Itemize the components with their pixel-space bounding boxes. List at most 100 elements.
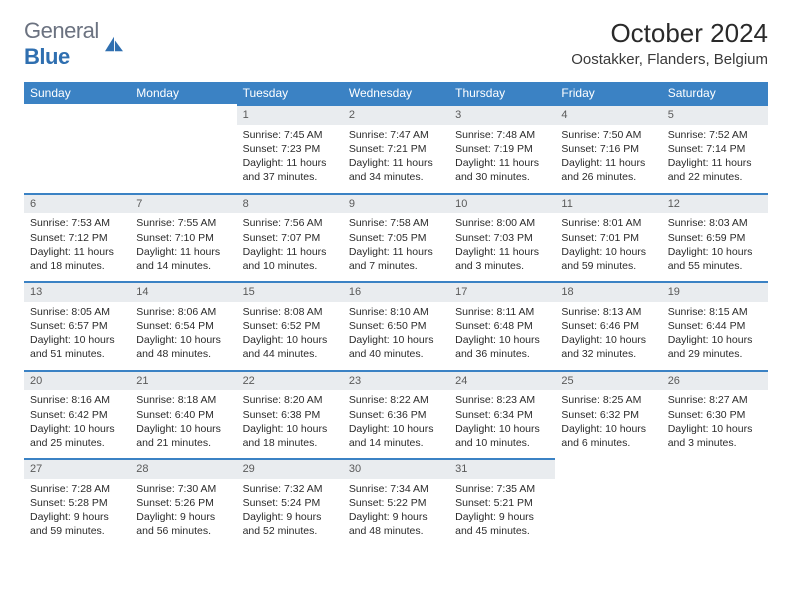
sunset-text: Sunset: 6:46 PM — [561, 319, 655, 333]
calendar-table: SundayMondayTuesdayWednesdayThursdayFrid… — [24, 82, 768, 547]
sunrise-text: Sunrise: 7:32 AM — [243, 482, 337, 496]
sunrise-text: Sunrise: 7:56 AM — [243, 216, 337, 230]
day-number: 11 — [555, 193, 661, 214]
day-number: 1 — [237, 104, 343, 125]
day-number: 8 — [237, 193, 343, 214]
day-details: Sunrise: 7:45 AMSunset: 7:23 PMDaylight:… — [237, 125, 343, 193]
sunrise-text: Sunrise: 8:05 AM — [30, 305, 124, 319]
daylight-text: Daylight: 9 hours and 56 minutes. — [136, 510, 230, 538]
day-number: 26 — [662, 370, 768, 391]
day-details: Sunrise: 8:11 AMSunset: 6:48 PMDaylight:… — [449, 302, 555, 370]
sunset-text: Sunset: 7:19 PM — [455, 142, 549, 156]
day-number: 31 — [449, 458, 555, 479]
sunset-text: Sunset: 6:42 PM — [30, 408, 124, 422]
daylight-text: Daylight: 10 hours and 6 minutes. — [561, 422, 655, 450]
day-details: Sunrise: 7:52 AMSunset: 7:14 PMDaylight:… — [662, 125, 768, 193]
daylight-text: Daylight: 10 hours and 25 minutes. — [30, 422, 124, 450]
daylight-text: Daylight: 10 hours and 59 minutes. — [561, 245, 655, 273]
calendar-day-cell: 9Sunrise: 7:58 AMSunset: 7:05 PMDaylight… — [343, 193, 449, 282]
day-number: 14 — [130, 281, 236, 302]
weekday-header: Saturday — [662, 82, 768, 104]
day-details: Sunrise: 8:08 AMSunset: 6:52 PMDaylight:… — [237, 302, 343, 370]
day-number: 30 — [343, 458, 449, 479]
sunset-text: Sunset: 6:44 PM — [668, 319, 762, 333]
day-details: Sunrise: 8:15 AMSunset: 6:44 PMDaylight:… — [662, 302, 768, 370]
daylight-text: Daylight: 10 hours and 51 minutes. — [30, 333, 124, 361]
sunset-text: Sunset: 7:23 PM — [243, 142, 337, 156]
daylight-text: Daylight: 9 hours and 59 minutes. — [30, 510, 124, 538]
sunset-text: Sunset: 7:05 PM — [349, 231, 443, 245]
weekday-header: Friday — [555, 82, 661, 104]
day-details: Sunrise: 8:22 AMSunset: 6:36 PMDaylight:… — [343, 390, 449, 458]
day-number: 10 — [449, 193, 555, 214]
sunset-text: Sunset: 6:54 PM — [136, 319, 230, 333]
daylight-text: Daylight: 9 hours and 52 minutes. — [243, 510, 337, 538]
sunrise-text: Sunrise: 7:35 AM — [455, 482, 549, 496]
sunrise-text: Sunrise: 7:45 AM — [243, 128, 337, 142]
sunrise-text: Sunrise: 8:06 AM — [136, 305, 230, 319]
sunset-text: Sunset: 5:26 PM — [136, 496, 230, 510]
sunrise-text: Sunrise: 7:52 AM — [668, 128, 762, 142]
sunrise-text: Sunrise: 8:22 AM — [349, 393, 443, 407]
sunset-text: Sunset: 7:01 PM — [561, 231, 655, 245]
day-details: Sunrise: 8:27 AMSunset: 6:30 PMDaylight:… — [662, 390, 768, 458]
weekday-header: Sunday — [24, 82, 130, 104]
sunset-text: Sunset: 7:21 PM — [349, 142, 443, 156]
day-number: 28 — [130, 458, 236, 479]
weekday-row: SundayMondayTuesdayWednesdayThursdayFrid… — [24, 82, 768, 104]
daylight-text: Daylight: 10 hours and 32 minutes. — [561, 333, 655, 361]
calendar-day-cell: 22Sunrise: 8:20 AMSunset: 6:38 PMDayligh… — [237, 370, 343, 459]
weekday-header: Wednesday — [343, 82, 449, 104]
weekday-header: Monday — [130, 82, 236, 104]
calendar-day-cell: 21Sunrise: 8:18 AMSunset: 6:40 PMDayligh… — [130, 370, 236, 459]
calendar-week-row: 1Sunrise: 7:45 AMSunset: 7:23 PMDaylight… — [24, 104, 768, 193]
sunset-text: Sunset: 6:38 PM — [243, 408, 337, 422]
sunrise-text: Sunrise: 8:25 AM — [561, 393, 655, 407]
sunrise-text: Sunrise: 7:58 AM — [349, 216, 443, 230]
sunrise-text: Sunrise: 7:30 AM — [136, 482, 230, 496]
sail-icon — [103, 35, 125, 53]
day-number: 2 — [343, 104, 449, 125]
calendar-day-cell: 14Sunrise: 8:06 AMSunset: 6:54 PMDayligh… — [130, 281, 236, 370]
calendar-day-cell: 1Sunrise: 7:45 AMSunset: 7:23 PMDaylight… — [237, 104, 343, 193]
calendar-day-cell: 23Sunrise: 8:22 AMSunset: 6:36 PMDayligh… — [343, 370, 449, 459]
calendar-day-cell: 19Sunrise: 8:15 AMSunset: 6:44 PMDayligh… — [662, 281, 768, 370]
day-details: Sunrise: 7:58 AMSunset: 7:05 PMDaylight:… — [343, 213, 449, 281]
day-number: 19 — [662, 281, 768, 302]
sunrise-text: Sunrise: 8:00 AM — [455, 216, 549, 230]
daylight-text: Daylight: 10 hours and 3 minutes. — [668, 422, 762, 450]
sunset-text: Sunset: 7:07 PM — [243, 231, 337, 245]
calendar-day-cell: 30Sunrise: 7:34 AMSunset: 5:22 PMDayligh… — [343, 458, 449, 547]
sunrise-text: Sunrise: 7:48 AM — [455, 128, 549, 142]
day-number: 5 — [662, 104, 768, 125]
calendar-day-cell — [130, 104, 236, 193]
calendar-day-cell: 18Sunrise: 8:13 AMSunset: 6:46 PMDayligh… — [555, 281, 661, 370]
day-number: 27 — [24, 458, 130, 479]
sunset-text: Sunset: 7:10 PM — [136, 231, 230, 245]
calendar-day-cell: 7Sunrise: 7:55 AMSunset: 7:10 PMDaylight… — [130, 193, 236, 282]
day-details: Sunrise: 7:34 AMSunset: 5:22 PMDaylight:… — [343, 479, 449, 547]
sunrise-text: Sunrise: 7:55 AM — [136, 216, 230, 230]
day-number: 12 — [662, 193, 768, 214]
calendar-day-cell: 6Sunrise: 7:53 AMSunset: 7:12 PMDaylight… — [24, 193, 130, 282]
sunset-text: Sunset: 6:40 PM — [136, 408, 230, 422]
weekday-header: Thursday — [449, 82, 555, 104]
location-text: Oostakker, Flanders, Belgium — [571, 51, 768, 68]
calendar-day-cell: 25Sunrise: 8:25 AMSunset: 6:32 PMDayligh… — [555, 370, 661, 459]
daylight-text: Daylight: 10 hours and 21 minutes. — [136, 422, 230, 450]
daylight-text: Daylight: 10 hours and 29 minutes. — [668, 333, 762, 361]
day-details: Sunrise: 7:35 AMSunset: 5:21 PMDaylight:… — [449, 479, 555, 547]
calendar-week-row: 27Sunrise: 7:28 AMSunset: 5:28 PMDayligh… — [24, 458, 768, 547]
weekday-header: Tuesday — [237, 82, 343, 104]
calendar-week-row: 13Sunrise: 8:05 AMSunset: 6:57 PMDayligh… — [24, 281, 768, 370]
sunrise-text: Sunrise: 8:16 AM — [30, 393, 124, 407]
day-details: Sunrise: 8:00 AMSunset: 7:03 PMDaylight:… — [449, 213, 555, 281]
day-details: Sunrise: 8:25 AMSunset: 6:32 PMDaylight:… — [555, 390, 661, 458]
brand-logo: GeneralBlue — [24, 18, 125, 70]
sunrise-text: Sunrise: 8:03 AM — [668, 216, 762, 230]
sunset-text: Sunset: 6:52 PM — [243, 319, 337, 333]
calendar-day-cell: 2Sunrise: 7:47 AMSunset: 7:21 PMDaylight… — [343, 104, 449, 193]
sunset-text: Sunset: 6:34 PM — [455, 408, 549, 422]
page-header: GeneralBlue October 2024 Oostakker, Flan… — [24, 18, 768, 70]
daylight-text: Daylight: 11 hours and 3 minutes. — [455, 245, 549, 273]
